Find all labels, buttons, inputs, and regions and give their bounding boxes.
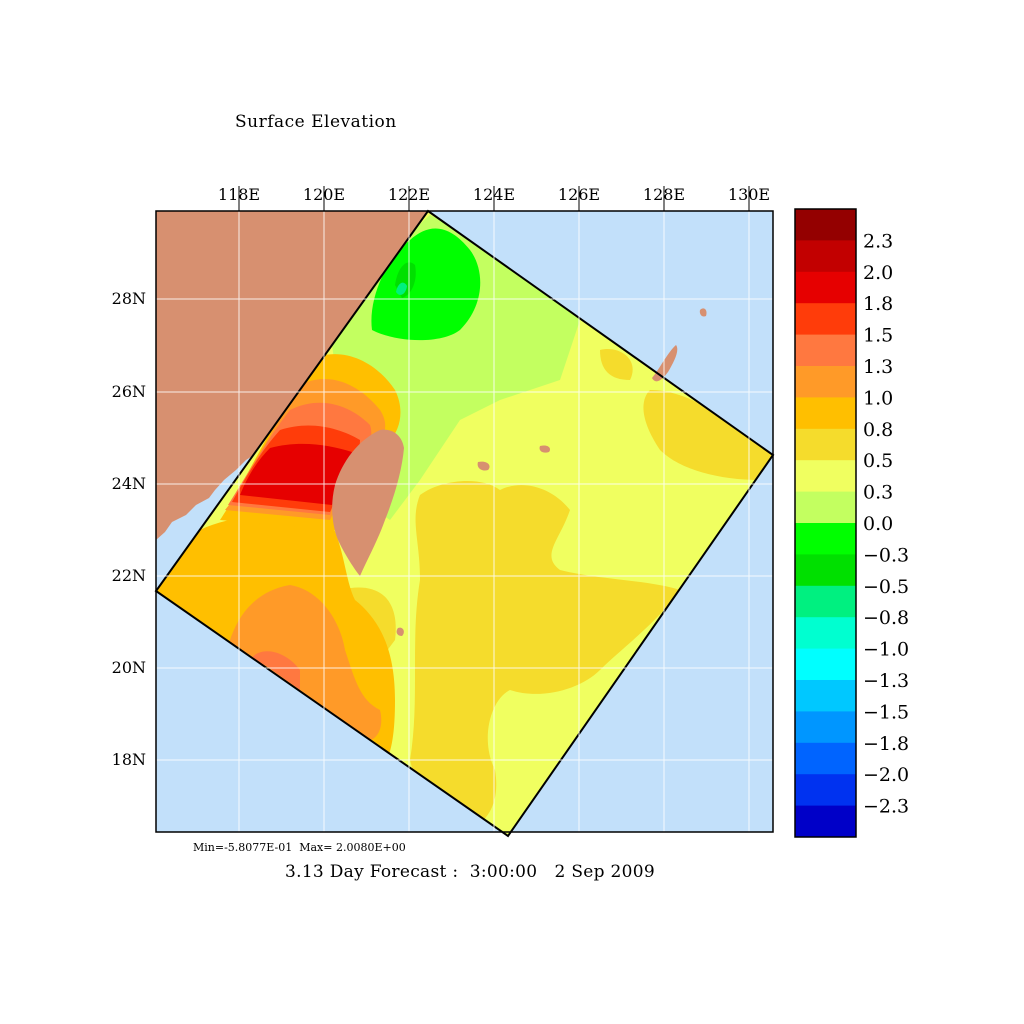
colorbar-label: 1.5 xyxy=(863,325,893,347)
lon-tick-label: 122E xyxy=(388,185,430,204)
colorbar: 2.3 2.0 1.8 1.5 1.3 1.0 0.8 0.5 0.3 0.0 −0.3 −0.5 −0… xyxy=(794,208,909,838)
colorbar-swatch xyxy=(795,711,856,744)
lat-tick-label: 28N xyxy=(112,289,146,308)
colorbar-label: 0.3 xyxy=(863,482,893,504)
colorbar-label: 2.3 xyxy=(863,230,893,252)
lat-tick-label: 18N xyxy=(112,750,146,769)
taiwan-island xyxy=(332,429,404,576)
lon-tick-label: 128E xyxy=(643,185,685,204)
colorbar-swatch xyxy=(795,491,856,524)
colorbar-label: −0.5 xyxy=(863,576,909,598)
min-max-stats: Min=-5.8077E-01 Max= 2.0080E+00 xyxy=(193,841,406,854)
colorbar-swatch xyxy=(795,240,856,273)
colorbar-label: −1.3 xyxy=(863,670,909,692)
colorbar-swatch xyxy=(795,397,856,430)
colorbar-label: −0.8 xyxy=(863,607,909,629)
colorbar-swatch xyxy=(795,648,856,681)
colorbar-frame xyxy=(794,208,857,838)
colorbar-label: −2.3 xyxy=(863,796,909,818)
lat-tick-label: 26N xyxy=(112,382,146,401)
colorbar-swatch xyxy=(795,428,856,461)
colorbar-label: −0.3 xyxy=(863,544,909,566)
island-east xyxy=(699,308,707,317)
lon-tick-label: 126E xyxy=(558,185,600,204)
forecast-time: 3.13 Day Forecast : 3:00:00 2 Sep 2009 xyxy=(285,862,655,882)
lat-tick-label: 24N xyxy=(112,474,146,493)
map-title: Surface Elevation xyxy=(235,112,397,132)
colorbar-label: 0.8 xyxy=(863,419,893,441)
colorbar-label: 1.0 xyxy=(863,387,893,409)
colorbar-swatch xyxy=(795,523,856,555)
colorbar-swatch xyxy=(795,460,856,493)
colorbar-label: 2.0 xyxy=(863,262,893,284)
lon-tick-label: 130E xyxy=(728,185,770,204)
colorbar-label: 0.5 xyxy=(863,450,893,472)
colorbar-swatch xyxy=(795,805,856,838)
colorbar-swatch xyxy=(795,742,856,775)
map-frame xyxy=(155,210,774,833)
colorbar-label: −1.0 xyxy=(863,639,909,661)
colorbar-swatch xyxy=(795,554,856,587)
colorbar-label: 1.3 xyxy=(863,356,893,378)
colorbar-label: −1.5 xyxy=(863,701,909,723)
lat-tick-label: 22N xyxy=(112,566,146,585)
colorbar-label: 1.8 xyxy=(863,293,893,315)
colorbar-label: −2.0 xyxy=(863,764,909,786)
colorbar-swatch xyxy=(795,366,856,398)
colorbar-swatch xyxy=(795,209,856,241)
model-domain-outline xyxy=(154,209,775,838)
ryukyu-islands xyxy=(652,345,678,382)
colorbar-label: 0.0 xyxy=(863,513,893,535)
colorbar-swatch xyxy=(795,680,856,712)
colorbar-label: −1.8 xyxy=(863,733,909,755)
colorbar-swatch xyxy=(795,585,856,618)
graticule xyxy=(156,211,773,832)
lon-tick-label: 120E xyxy=(303,185,345,204)
lat-tick-label: 20N xyxy=(112,658,146,677)
colorbar-swatch xyxy=(795,334,856,367)
colorbar-swatch xyxy=(795,271,856,304)
colorbar-swatch xyxy=(795,617,856,650)
lon-tick-label: 124E xyxy=(473,185,515,204)
axis-labels: 118E 120E 122E 124E 126E 128E 130E 28N 26N 24N 22N… xyxy=(112,185,770,769)
colorbar-swatch xyxy=(795,774,856,807)
colorbar-swatch xyxy=(795,303,856,336)
lon-tick-label: 118E xyxy=(218,185,260,204)
